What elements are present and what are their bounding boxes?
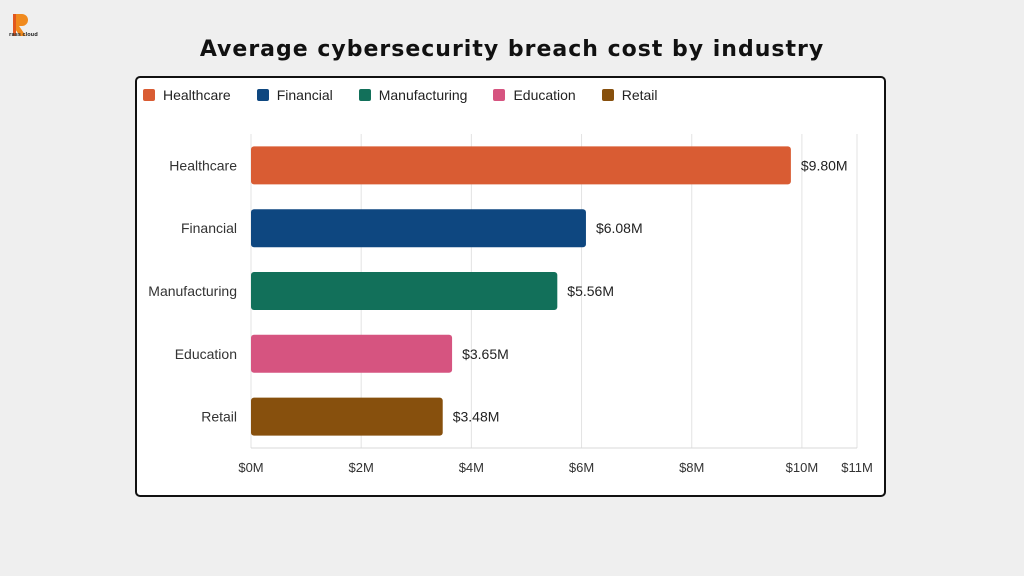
bar-education: [251, 334, 453, 373]
category-label: Education: [175, 346, 237, 362]
bar-healthcare: [251, 146, 791, 185]
legend-label: Retail: [621, 87, 658, 103]
x-tick-label: $4M: [459, 460, 484, 475]
legend-item-healthcare[interactable]: Healthcare: [143, 87, 231, 103]
category-label: Healthcare: [169, 157, 237, 173]
legend-item-education[interactable]: Education: [493, 87, 576, 103]
category-label: Manufacturing: [148, 283, 237, 299]
x-tick-label: $0M: [238, 460, 263, 475]
logo-icon: [13, 14, 28, 36]
chart-legend: Healthcare Financial Manufacturing Educatio…: [143, 87, 684, 103]
legend-swatch: [493, 89, 506, 101]
legend-label: Financial: [276, 87, 333, 103]
x-tick-label: $10M: [786, 460, 819, 475]
legend-item-manufacturing[interactable]: Manufacturing: [358, 87, 468, 103]
chart-title: Average cybersecurity breach cost by ind…: [199, 37, 825, 62]
data-label: $6.08M: [596, 220, 643, 236]
legend-swatch: [256, 89, 269, 101]
legend-item-retail[interactable]: Retail: [601, 87, 658, 103]
legend-label: Manufacturing: [378, 87, 468, 103]
data-label: $9.80M: [801, 157, 848, 173]
legend-label: Education: [513, 87, 576, 103]
data-label: $5.56M: [567, 283, 614, 299]
legend-item-financial[interactable]: Financial: [256, 87, 333, 103]
legend-swatch: [143, 89, 155, 101]
x-tick-label: $6M: [569, 460, 594, 475]
data-label: $3.48M: [453, 409, 500, 425]
category-label: Financial: [181, 220, 237, 236]
bar-manufacturing: [251, 272, 558, 310]
category-label: Retail: [201, 409, 237, 425]
legend-swatch: [601, 89, 614, 101]
data-label: $3.65M: [462, 346, 509, 362]
legend-label: Healthcare: [163, 87, 231, 103]
bar-retail: [251, 397, 443, 436]
bar-financial: [251, 209, 586, 248]
chart-card: Healthcare Financial Manufacturing Educatio…: [135, 76, 886, 497]
logo-text: rass cloud: [9, 32, 38, 38]
x-tick-label: $2M: [349, 460, 374, 475]
bar-chart: $0M $2M $4M $6M $8M $10M $11M Healthcare $9.80M F…: [148, 134, 873, 475]
x-tick-label: $8M: [679, 460, 704, 475]
legend-swatch: [358, 89, 371, 101]
x-tick-label: $11M: [841, 460, 873, 475]
